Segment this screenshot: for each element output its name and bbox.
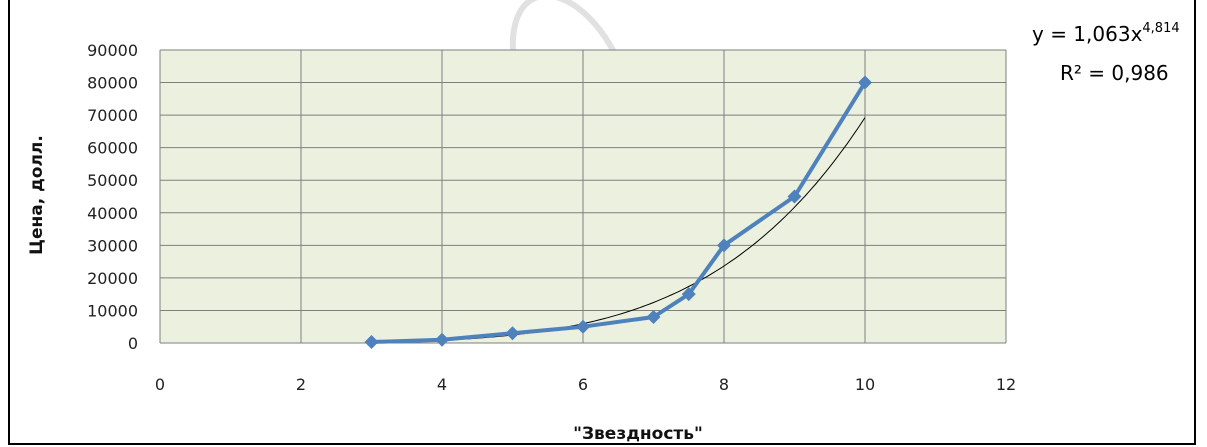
chart-svg: 0 10000 20000 30000 40000 50000 60000 70000 8000… [27,0,1180,444]
x-tick-label: 12 [996,375,1016,394]
data-point [505,326,520,341]
y-axis-title: Цена, долл. [27,135,47,255]
data-point [717,238,731,253]
data-point [646,309,661,324]
y-tick-label: 30000 [87,236,138,255]
data-point [787,189,802,204]
data-point [576,319,590,334]
series-markers [364,75,872,350]
y-tick-label: 80000 [87,74,138,93]
y-tick-labels: 0 10000 20000 30000 40000 50000 60000 70000 8000… [87,41,138,353]
data-point [681,287,696,302]
grid-lines [159,49,1007,344]
x-tick-label: 8 [719,375,729,394]
data-point [435,332,449,347]
x-axis-title: "Звездность" [573,424,703,444]
y-tick-label: 20000 [87,269,138,288]
equation-lhs: y = 1,063x [1032,22,1143,46]
y-tick-label: 60000 [87,139,138,158]
x-tick-label: 0 [155,375,165,394]
y-tick-label: 10000 [87,301,138,320]
x-tick-label: 4 [437,375,447,394]
y-tick-label: 70000 [87,106,138,125]
x-tick-label: 2 [296,375,306,394]
y-tick-label: 0 [128,334,138,353]
x-tick-label: 10 [855,375,875,394]
r-squared-label: R² = 0,986 [1060,61,1169,85]
equation-exponent: 4,814 [1142,21,1179,36]
data-point [858,75,872,90]
trendline-equation: y = 1,063x4,814 [1032,21,1180,46]
chart-frame: 0 10000 20000 30000 40000 50000 60000 70000 8000… [8,0,1196,445]
x-tick-labels: 0 2 4 6 8 10 12 [155,375,1016,394]
y-tick-label: 40000 [87,204,138,223]
y-tick-label: 90000 [87,41,138,60]
y-tick-label: 50000 [87,171,138,190]
x-tick-label: 6 [578,375,588,394]
data-point [364,335,379,350]
